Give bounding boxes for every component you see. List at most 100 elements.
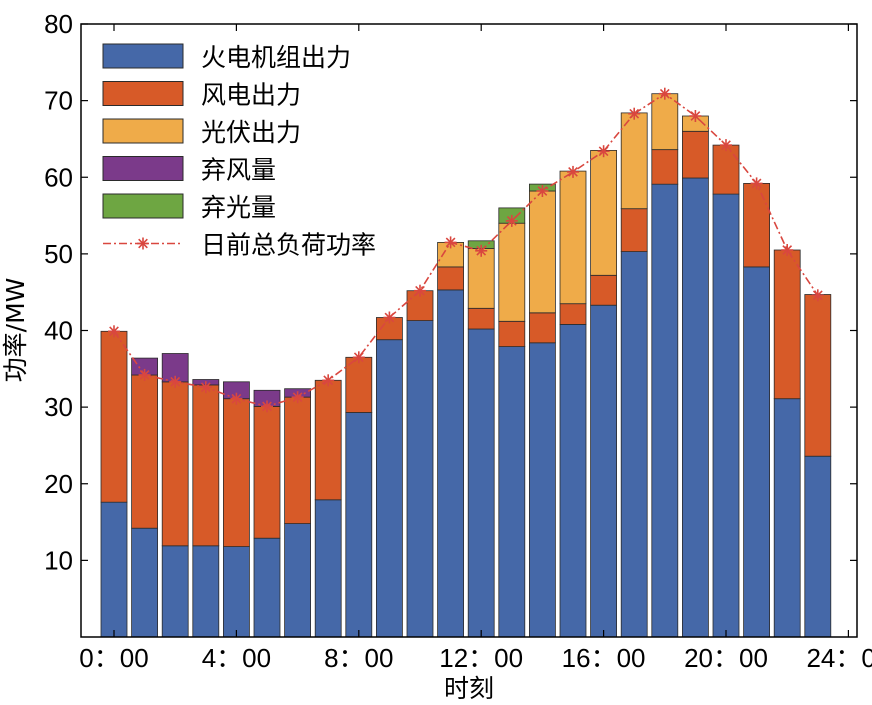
legend-label-2: 光伏出力	[201, 118, 301, 147]
x-tick-label-24: 24：00	[806, 643, 872, 673]
bar-wind-6	[284, 396, 312, 525]
y-tick-label-70: 70	[44, 86, 73, 116]
legend-swatch-0	[102, 43, 184, 69]
load-point-6	[291, 391, 304, 404]
legend-swatch-2	[102, 118, 184, 144]
load-marker-stroke	[139, 370, 150, 380]
load-marker-stroke	[323, 375, 334, 386]
bar-thermal-19	[682, 177, 709, 638]
bar-thermal-2	[161, 545, 189, 638]
bar-thermal-11	[437, 289, 465, 638]
load-point-19	[689, 110, 702, 122]
bar-wind-17	[620, 208, 648, 252]
bar-thermal-18	[651, 183, 679, 638]
load-marker-stroke	[721, 140, 731, 150]
x-tick-label-8: 8：00	[324, 643, 393, 673]
load-marker-stroke	[445, 237, 456, 248]
bar-wind-5	[253, 405, 281, 539]
bar-wind-7	[314, 379, 342, 501]
legend-swatch-1	[102, 81, 184, 106]
bar-wind-15	[559, 303, 587, 325]
load-marker-stroke	[659, 88, 670, 99]
y-tick-label-10: 10	[44, 545, 73, 575]
bar-wind-1	[131, 374, 159, 529]
bar-thermal-5	[253, 537, 281, 638]
load-point-16	[597, 145, 610, 158]
load-marker-stroke	[170, 376, 181, 387]
legend-marker-stroke	[138, 238, 148, 249]
load-marker-stroke	[751, 178, 762, 189]
load-marker-stroke	[812, 290, 823, 301]
load-marker-stroke	[200, 382, 211, 393]
load-point-15	[567, 165, 579, 178]
bar-wind-21	[743, 182, 770, 268]
bar-wind-4	[222, 398, 250, 548]
bar-thermal-6	[284, 523, 312, 638]
bar-thermal-8	[345, 412, 373, 638]
legend-swatch-4	[102, 193, 184, 219]
bar-pv-17	[620, 112, 648, 210]
bar-wind-23	[804, 294, 832, 457]
load-marker-stroke	[537, 186, 548, 196]
load-marker-stroke	[690, 111, 701, 121]
load-marker-stroke	[231, 393, 242, 404]
load-point-18	[658, 87, 671, 100]
load-marker-stroke	[782, 245, 793, 255]
legend-label-0: 火电机组出力	[201, 43, 351, 72]
bar-thermal-22	[773, 398, 801, 638]
load-point-4	[230, 392, 243, 405]
x-axis-title: 时刻	[444, 674, 494, 703]
bar-wind-22	[773, 249, 801, 400]
bar-wind-12	[467, 307, 495, 330]
legend-label-1: 风电出力	[201, 81, 301, 110]
bar-wind-0	[100, 330, 128, 503]
axes-layer: 10 20 30 40 50 60 70 80 0：00 4：00 8：00 12：00 16：00 20…	[44, 9, 872, 673]
bar-pv-15	[559, 170, 587, 305]
load-point-0	[108, 325, 120, 338]
load-point-23	[811, 289, 824, 302]
bar-thermal-20	[712, 193, 740, 638]
x-tick-label-12: 12：00	[439, 643, 523, 673]
bar-wind-2	[161, 381, 189, 547]
bar-thermal-7	[314, 499, 342, 638]
bar-wind-8	[345, 356, 373, 413]
bar-pv-13	[498, 222, 526, 322]
load-line	[113, 92, 819, 408]
load-marker-stroke	[415, 285, 425, 296]
load-line-layer	[108, 87, 824, 413]
load-marker-stroke	[476, 245, 487, 256]
legend-line-marker	[137, 237, 149, 250]
load-marker-stroke	[353, 352, 364, 363]
load-marker-stroke	[568, 167, 578, 177]
bar-thermal-14	[529, 342, 556, 638]
x-tick-label-20: 20：00	[684, 643, 768, 673]
load-point-10	[414, 284, 426, 297]
bar-thermal-13	[498, 346, 526, 638]
load-point-3	[199, 381, 212, 394]
bar-thermal-16	[590, 304, 617, 638]
bar-pv-18	[651, 93, 679, 150]
load-point-21	[750, 177, 763, 190]
bar-wind-16	[590, 274, 617, 306]
load-marker-stroke	[506, 216, 517, 226]
x-tick-label-0: 0：00	[79, 643, 148, 673]
bar-thermal-9	[375, 339, 403, 638]
load-marker-stroke	[109, 326, 119, 337]
load-point-7	[322, 374, 335, 387]
bar-wind-19	[682, 130, 709, 179]
load-point-14	[536, 185, 549, 197]
y-axis-title: 功率/MW	[1, 278, 30, 383]
bar-wind-20	[712, 144, 740, 195]
load-point-11	[444, 236, 457, 249]
bar-thermal-1	[131, 527, 159, 638]
legend-label-load: 日前总负荷功率	[201, 231, 376, 260]
bar-thermal-21	[743, 266, 770, 638]
load-point-9	[383, 311, 396, 324]
legend-swatch-3	[102, 156, 184, 181]
bar-thermal-23	[804, 455, 832, 638]
bar-wind-18	[651, 149, 679, 185]
load-marker-stroke	[292, 392, 303, 403]
load-point-13	[505, 214, 518, 227]
bar-wind-11	[437, 266, 465, 291]
